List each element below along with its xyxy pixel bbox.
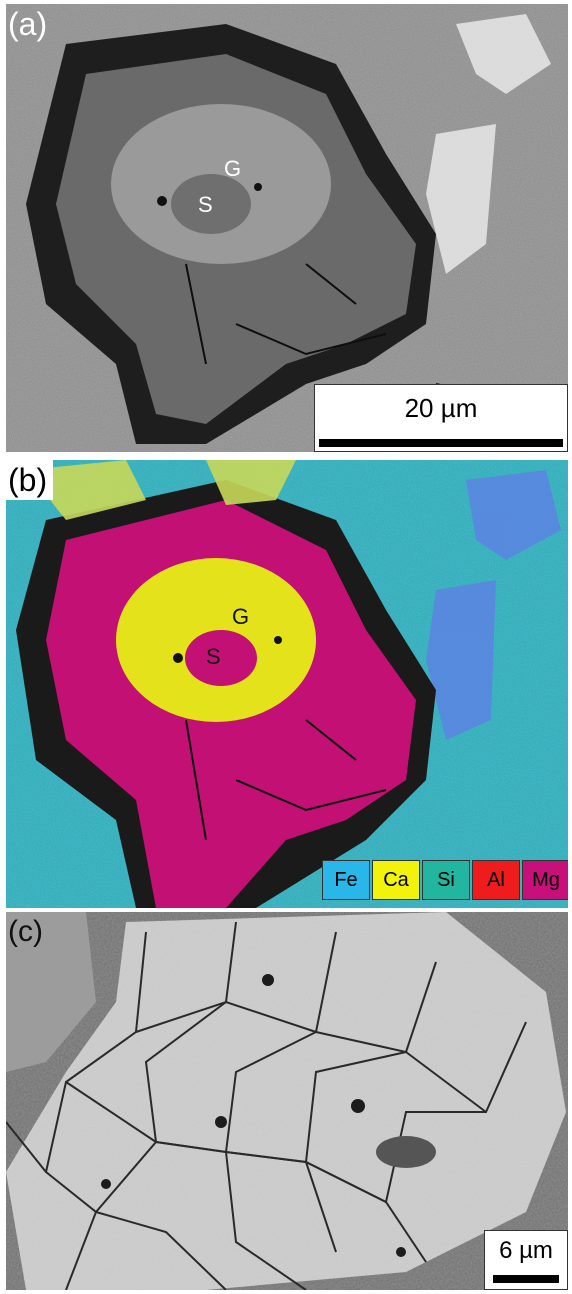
panel-a-texture xyxy=(6,4,568,452)
panel-b-phase-g-label: G xyxy=(232,604,250,629)
panel-c-texture xyxy=(6,912,568,1290)
legend-chip-ca: Ca xyxy=(372,860,420,900)
panel-b-phase-s-label: S xyxy=(206,644,221,669)
legend-chip-al: Al xyxy=(472,860,520,900)
panel-b-eds-map: (b) G S Fe Ca Si Al Mg xyxy=(6,460,568,908)
panel-a-bse-image: (a) G S 20 µm xyxy=(6,4,568,452)
panel-c-scale-label: 6 µm xyxy=(499,1237,553,1264)
legend-chip-fe: Fe xyxy=(322,860,370,900)
legend-label-mg: Mg xyxy=(532,868,560,891)
element-legend: Fe Ca Si Al Mg xyxy=(322,860,568,900)
legend-label-ca: Ca xyxy=(383,868,409,891)
panel-c-label: (c) xyxy=(8,915,43,948)
panel-a-label: (a) xyxy=(8,6,48,42)
panel-a-scale-line xyxy=(319,439,563,447)
legend-label-fe: Fe xyxy=(334,868,358,891)
panel-c-bse-image: (c) 6 µm xyxy=(6,912,568,1290)
legend-label-si: Si xyxy=(437,868,455,891)
panel-c-scale-bar: 6 µm xyxy=(484,1230,568,1290)
legend-label-al: Al xyxy=(487,868,505,891)
panel-b-texture xyxy=(6,460,568,908)
panel-c-scale-line xyxy=(493,1275,559,1283)
panel-b-label: (b) xyxy=(6,460,54,500)
panel-a-scale-bar: 20 µm xyxy=(314,384,568,452)
panel-a-phase-g-label: G xyxy=(224,156,242,181)
panel-a-phase-s-label: S xyxy=(198,192,213,217)
legend-chip-si: Si xyxy=(422,860,470,900)
legend-chip-mg: Mg xyxy=(522,860,568,900)
panel-a-scale-label: 20 µm xyxy=(404,393,478,423)
